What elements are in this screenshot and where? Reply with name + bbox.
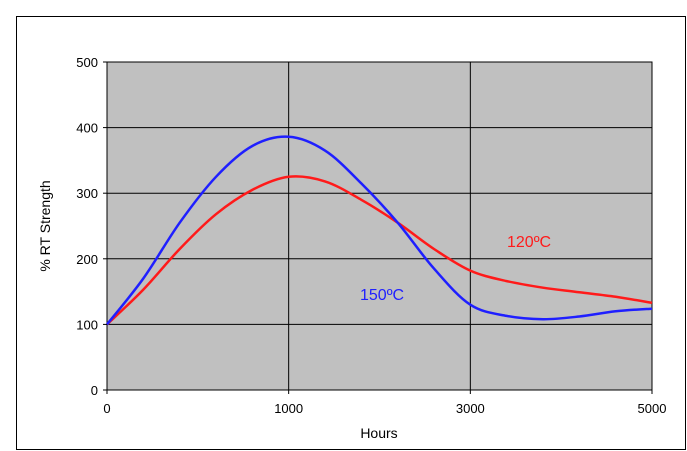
series-line-150c: [106, 135, 653, 326]
series-line-120c: [106, 175, 653, 326]
x-axis-tick-labels: 0 1000 3000 5000: [103, 390, 666, 416]
y-axis-label: % RT Strength: [37, 180, 53, 271]
y-tick-label-100: 100: [76, 317, 98, 332]
gridlines: [107, 61, 653, 390]
y-axis-tick-labels: 0 100 200 300 400 500: [76, 55, 107, 398]
y-tick-label-0: 0: [91, 383, 98, 398]
y-tick-label-500: 500: [76, 55, 98, 70]
x-tick-label-1000: 1000: [274, 401, 303, 416]
x-tick-label-5000: 5000: [638, 401, 667, 416]
y-tick-label-300: 300: [76, 186, 98, 201]
series-layer: [106, 135, 653, 326]
y-tick-label-400: 400: [76, 121, 98, 136]
x-axis-label: Hours: [360, 425, 397, 441]
x-tick-label-0: 0: [103, 401, 110, 416]
series-label-150c: 150ºC: [360, 287, 404, 304]
series-label-120c: 120ºC: [507, 234, 551, 251]
y-tick-label-200: 200: [76, 252, 98, 267]
x-tick-label-3000: 3000: [456, 401, 485, 416]
plot-area: [106, 61, 653, 391]
